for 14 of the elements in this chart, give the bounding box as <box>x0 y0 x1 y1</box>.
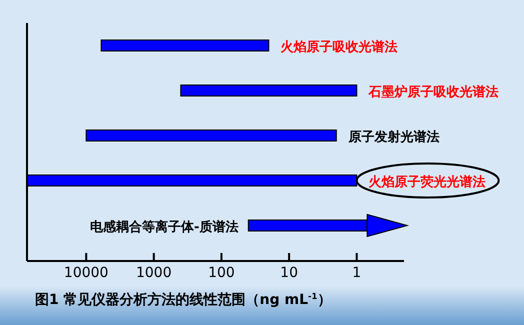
x-tick-label: 10 <box>280 265 298 281</box>
y-tick-label: 原子发射光谱法 <box>347 129 440 146</box>
text: 图1 常见仪器分析方法的线性范围（ng mL$^{-1}$） <box>35 291 332 308</box>
bar <box>100 40 270 52</box>
y-tick-label: 火焰原子吸收光谱法 <box>280 39 398 56</box>
y-tick-label: 火焰原子荧光光谱法 <box>368 174 486 190</box>
y-tick-label: 电感耦合等离子体-质谱法 <box>90 219 238 236</box>
bar <box>86 130 337 142</box>
y-tick-label: 石墨炉原子吸收光谱法 <box>368 84 499 100</box>
bar <box>180 84 358 96</box>
x-tick-label: 10000 <box>64 265 108 281</box>
x-tick-label: 100 <box>208 265 235 281</box>
x-tick-label: 1 <box>352 265 362 281</box>
x-tick-label: 1000 <box>136 265 172 281</box>
